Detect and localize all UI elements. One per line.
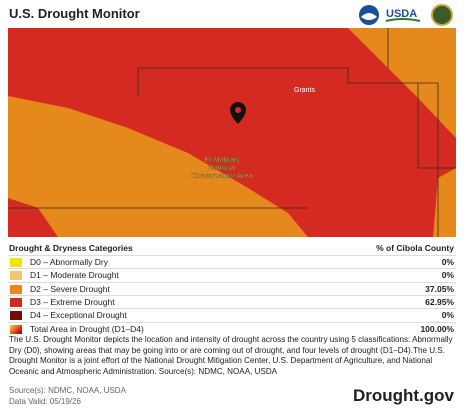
title: U.S. Drought Monitor [9,6,140,21]
area-label-line: Conservation Area [191,171,254,180]
city-label: Grants [294,87,316,94]
category-label: D3 – Extreme Drought [30,296,115,307]
legend-header: Drought & Dryness Categories [9,243,133,253]
usda-swoosh [385,18,421,22]
percent-value: 0% [441,257,454,267]
ndmc-logo [431,4,453,26]
legend-row: D1 – Moderate Drought 0% [8,268,456,282]
noaa-bird [361,13,377,20]
legend-row: D0 – Abnormally Dry 0% [8,255,456,269]
description: The U.S. Drought Monitor depicts the loc… [9,335,453,376]
d2-area [348,28,456,138]
map: Grants El Malpais National Conservation … [8,28,456,237]
percent-value: 37.05% [425,283,454,294]
category-label: D4 – Exceptional Drought [30,310,127,321]
percent-header: % of Cibola County [376,243,454,253]
logos: USDA [359,4,453,26]
percent-value: 0% [441,270,454,281]
category-label: D2 – Severe Drought [30,283,110,294]
legend-row: D3 – Extreme Drought 62.95% [8,294,456,309]
usda-logo: USDA [386,8,417,20]
category-label: D0 – Abnormally Dry [30,257,108,267]
swatch [10,311,22,321]
category-label: D1 – Moderate Drought [30,270,119,281]
percent-value: 0% [441,310,454,321]
swatch [10,258,22,267]
percent-value: 100.00% [420,323,454,334]
percent-value: 62.95% [425,296,454,307]
d2-area [433,168,456,237]
boundaries [8,28,456,237]
swatch [10,324,22,334]
source: Source(s): NDMC, NOAA, USDA [9,386,126,395]
area-label: El Malpais National Conservation Area [191,155,254,180]
data-valid: Data Valid: 05/19/26 [9,397,81,406]
area-label-line: National [208,163,236,172]
swatch [10,271,22,281]
category-label: Total Area in Drought (D1–D4) [30,323,144,334]
pin-dot [235,107,241,113]
d2-area [8,96,308,237]
swatch [10,284,22,294]
area-label-line: El Malpais [205,155,240,164]
legend-row: D4 – Exceptional Drought 0% [8,308,456,322]
site-logo: Drought.gov [352,386,454,405]
swatch [10,297,22,307]
legend-row: D2 – Severe Drought 37.05% [8,281,456,296]
legend-row: Total Area in Drought (D1–D4) 100.00% [8,321,456,336]
